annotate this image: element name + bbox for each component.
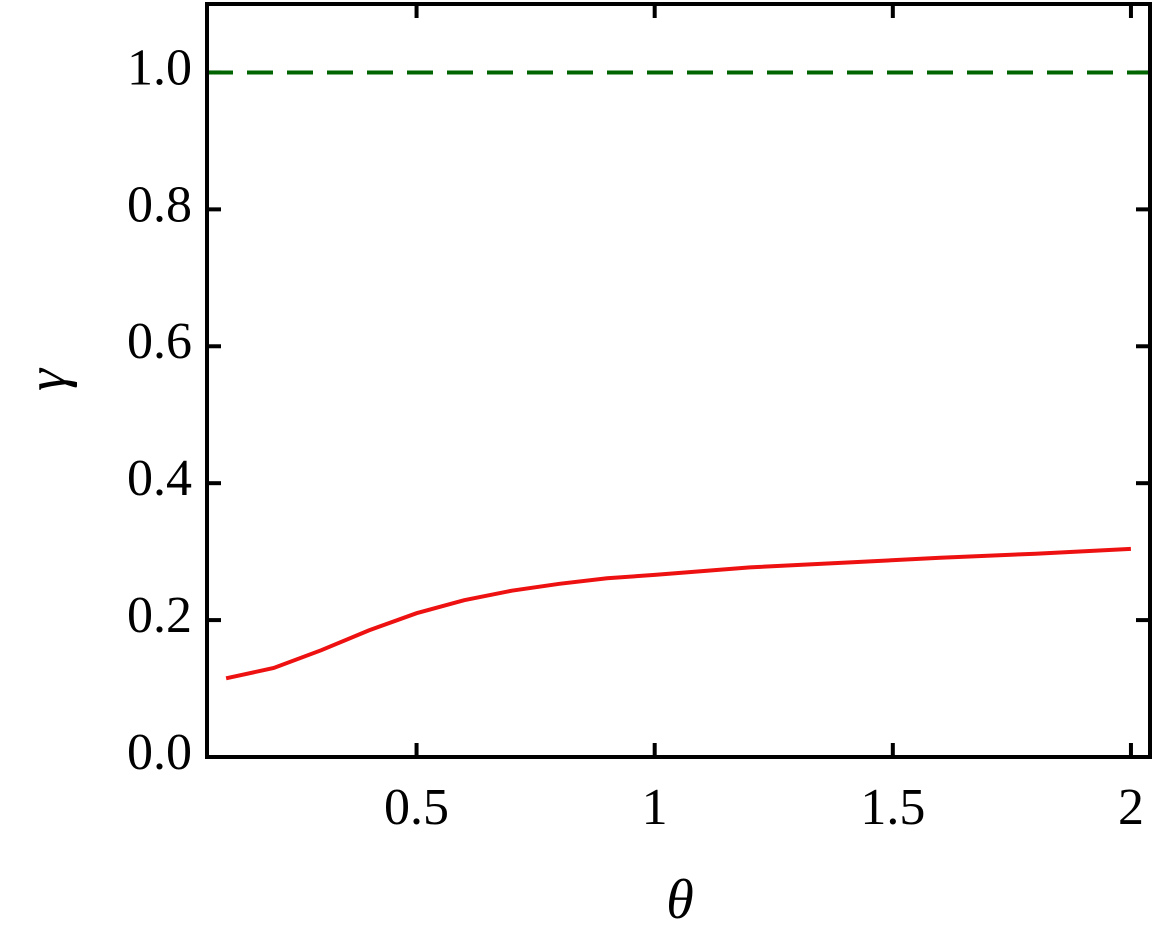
x-axis-label: θ [666,869,694,931]
y-tick-label: 0.2 [127,587,192,644]
y-axis-label: γ [16,367,78,391]
y-tick-label: 0.0 [127,724,192,781]
series-line [225,546,1132,681]
y-tick-label: 0.4 [127,450,192,507]
y-tick-label: 0.8 [127,176,192,233]
x-tick-label: 1.5 [860,779,925,836]
x-tick-label: 0.5 [384,779,449,836]
plot-frame [205,2,1152,759]
y-tick-label: 1.0 [127,39,192,96]
x-tick-label: 2 [1118,779,1144,836]
y-tick-label: 0.6 [127,313,192,370]
x-tick-label: 1 [642,779,668,836]
